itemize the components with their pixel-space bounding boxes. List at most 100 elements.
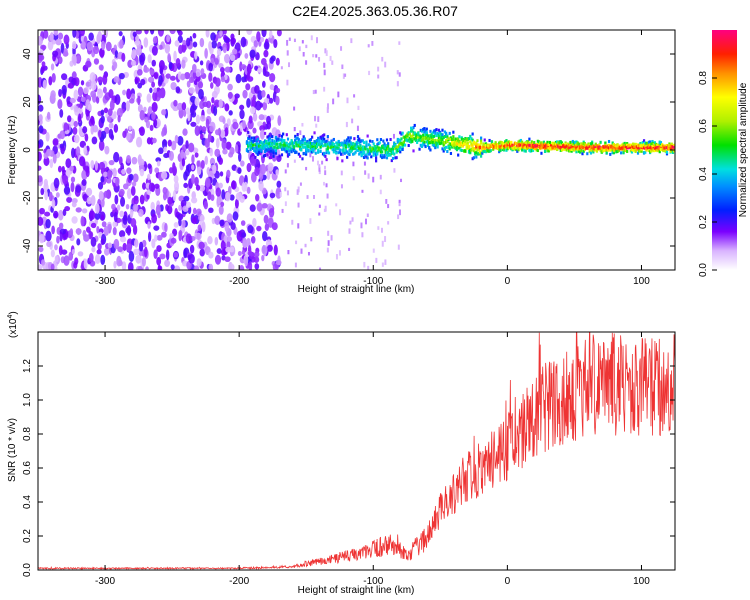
spectrogram-cell — [397, 143, 401, 147]
spectrogram-cell — [71, 71, 77, 80]
spectrogram-cell — [357, 105, 360, 111]
spectrogram-cell — [302, 145, 305, 149]
spectrogram-cell — [488, 143, 491, 147]
spectrogram-cell — [191, 154, 195, 164]
spectrogram-cell — [318, 143, 321, 147]
spectrogram-cell — [599, 147, 602, 151]
spectrogram-y-label: Frequency (Hz) — [7, 116, 18, 185]
spectrogram-cell — [141, 182, 147, 190]
spectrogram-cell — [646, 143, 649, 147]
spectrogram-cell — [329, 145, 332, 149]
spectrogram-cell — [574, 144, 577, 148]
spectrogram-cell — [376, 150, 379, 154]
spectrogram-cell — [286, 39, 289, 46]
spectrogram-cell — [199, 248, 205, 257]
spectrogram-cell — [650, 146, 653, 150]
spectrogram-cell — [43, 152, 49, 159]
spectrogram-cell — [88, 32, 94, 41]
spectrogram-cell — [648, 140, 652, 144]
spectrogram-cell — [346, 97, 349, 104]
spectrogram-cell — [199, 60, 204, 66]
spectrogram-cell — [356, 145, 360, 149]
spectrogram-cell — [181, 43, 187, 53]
spectrogram-cell — [116, 204, 121, 211]
spectrogram-cell — [247, 224, 254, 234]
spectrogram-cell — [464, 136, 467, 140]
snr-series-line — [38, 332, 675, 570]
spectrogram-cell — [559, 148, 562, 152]
spectrogram-cell — [603, 148, 606, 152]
spectrogram-cell — [100, 40, 106, 51]
spectrogram-cell — [557, 141, 560, 145]
spectrogram-cell — [424, 129, 427, 133]
spectrogram-cell — [445, 138, 448, 142]
spectrogram-cell — [646, 141, 649, 145]
spectrogram-cell — [553, 142, 556, 146]
spectrogram-cell — [107, 108, 113, 117]
spectrogram-cell — [165, 249, 170, 261]
spectrogram-cell — [156, 160, 161, 167]
spectrogram-cell — [340, 184, 343, 189]
spectrogram-cell — [629, 143, 632, 147]
spectrogram-y-tick-label: 0 — [22, 147, 33, 153]
snr-y-tick-label: 0.6 — [22, 461, 33, 475]
snr-y-tick-label: 1.2 — [22, 359, 33, 373]
spectrogram-cell — [366, 134, 369, 138]
spectrogram-cell — [349, 146, 352, 150]
spectrogram-cell — [177, 102, 184, 111]
spectrogram-cell — [488, 138, 491, 142]
spectrogram-cell — [470, 147, 473, 151]
spectrogram-cell — [318, 57, 321, 62]
spectrogram-cell — [196, 166, 202, 176]
colorbar-tick-label: 0.2 — [698, 215, 709, 229]
spectrogram-cell — [80, 30, 85, 37]
spectrogram-cell — [175, 86, 181, 94]
spectrogram-cell — [506, 143, 509, 147]
spectrogram-cell — [151, 111, 156, 121]
spectrogram-cell — [443, 134, 447, 138]
spectrogram-cell — [453, 145, 456, 149]
spectrogram-cell — [375, 257, 378, 263]
spectrogram-cell — [222, 148, 228, 155]
spectrogram-cell — [301, 122, 304, 127]
spectrogram-cell — [616, 149, 619, 153]
spectrogram-cell — [387, 144, 390, 148]
spectrogram-cell — [436, 139, 439, 143]
spectrogram-cell — [229, 146, 235, 155]
spectrogram-cell — [588, 147, 591, 151]
spectrogram-cell — [159, 253, 166, 260]
spectrogram-cell — [327, 230, 330, 236]
snr-y-tick-label: 0.2 — [22, 529, 33, 543]
spectrogram-cell — [406, 133, 409, 137]
spectrogram-cell — [589, 147, 593, 151]
spectrogram-cell — [113, 238, 120, 250]
spectrogram-cell — [255, 193, 260, 202]
spectrogram-cell — [531, 144, 535, 148]
spectrogram-cell — [575, 150, 578, 154]
spectrogram-cell — [277, 115, 282, 126]
spectrogram-cell — [565, 144, 568, 148]
spectrogram-cell — [653, 146, 657, 150]
spectrogram-cell — [640, 149, 643, 153]
spectrogram-cell — [554, 145, 558, 149]
spectrogram-cell — [669, 144, 672, 148]
spectrogram-cell — [425, 127, 428, 131]
spectrogram-cell — [197, 224, 202, 232]
spectrogram-cell — [305, 152, 308, 156]
spectrogram-cell — [211, 40, 218, 49]
spectrogram-cell — [551, 144, 554, 148]
spectrogram-cell — [548, 140, 552, 144]
spectrogram-cell — [406, 139, 409, 143]
spectrogram-cell — [605, 151, 608, 155]
spectrogram-cell — [58, 245, 63, 256]
spectrogram-cell — [305, 60, 308, 65]
spectrogram-cell — [224, 103, 230, 112]
spectrogram-cell — [259, 140, 262, 144]
spectrogram-cell — [515, 145, 518, 149]
spectrogram-cell — [577, 147, 580, 151]
spectrogram-cell — [288, 143, 291, 147]
spectrogram-cell — [499, 145, 502, 149]
spectrogram-cell — [419, 143, 422, 147]
spectrogram-cell — [665, 152, 669, 156]
spectrogram-cell — [38, 175, 43, 183]
